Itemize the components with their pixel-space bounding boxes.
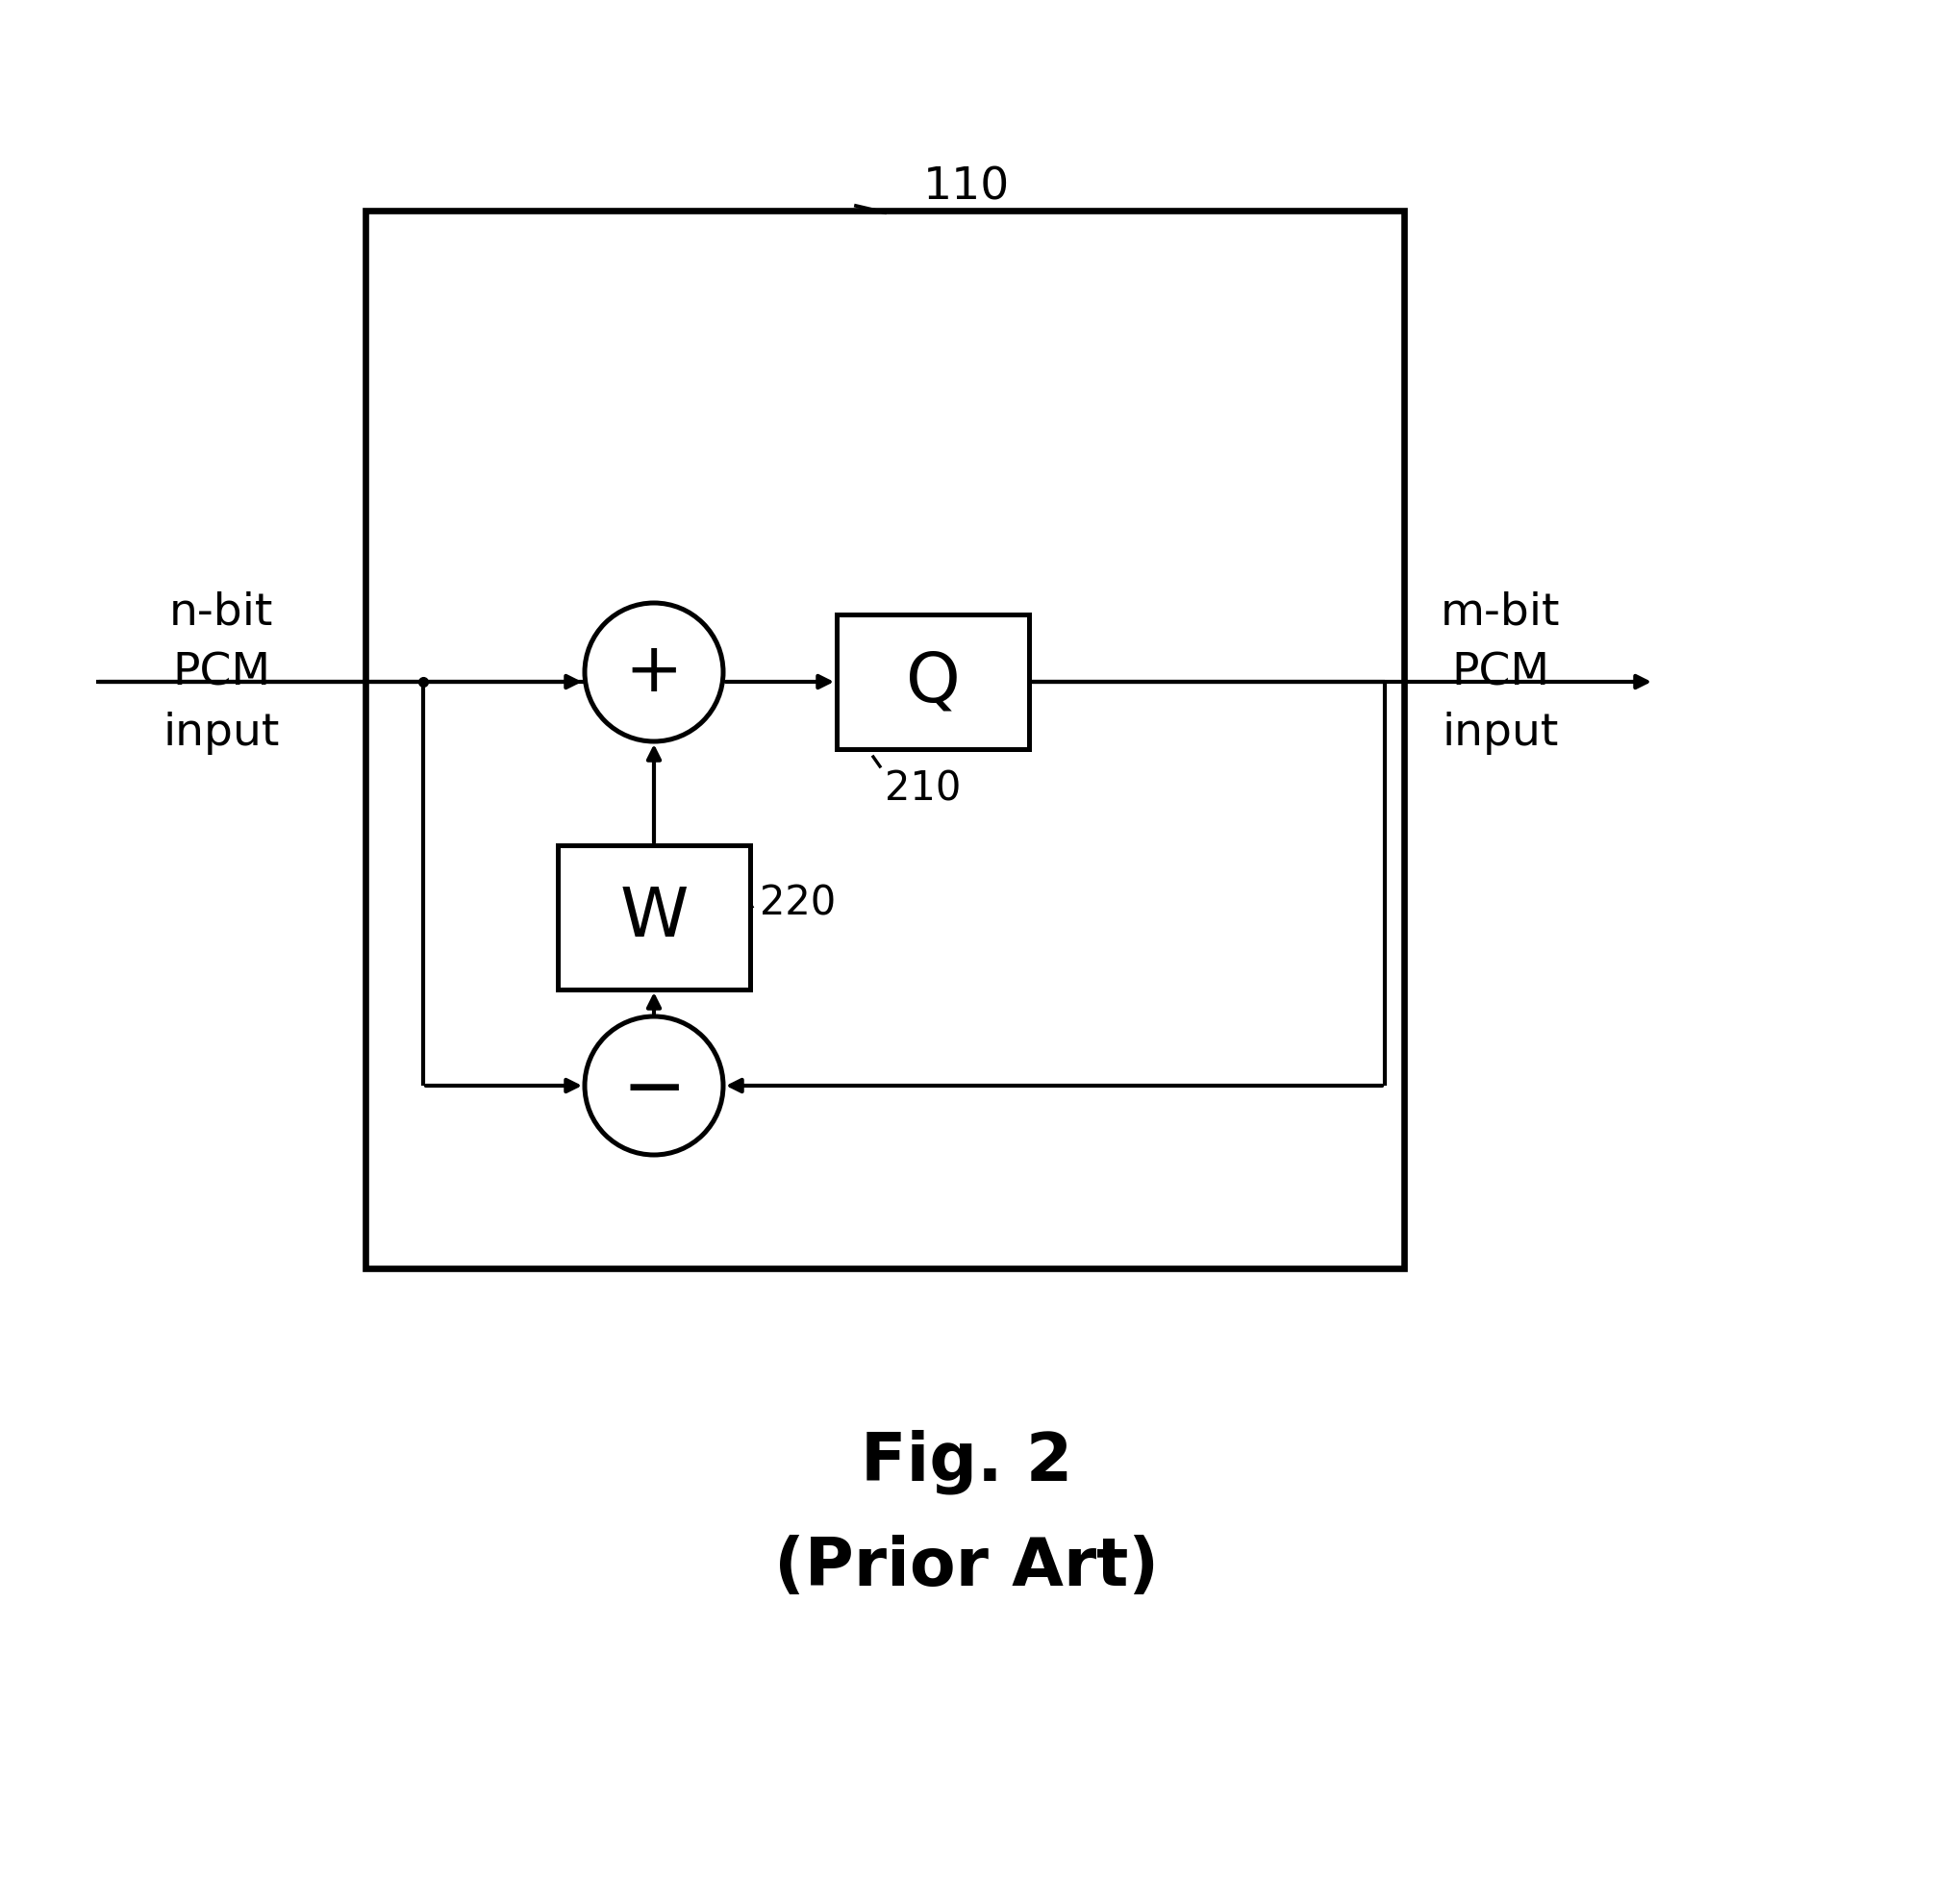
Text: 110: 110 <box>924 166 1011 209</box>
Text: (Prior Art): (Prior Art) <box>773 1535 1160 1599</box>
Text: 210: 210 <box>885 769 961 809</box>
Circle shape <box>584 1017 723 1156</box>
Text: m-bit
PCM
input: m-bit PCM input <box>1440 590 1560 754</box>
Text: W: W <box>620 885 688 950</box>
Bar <box>365 211 1403 1268</box>
Circle shape <box>584 604 723 743</box>
Text: Q: Q <box>905 649 961 716</box>
Text: 220: 220 <box>760 883 835 923</box>
Bar <box>559 845 750 990</box>
Text: −: − <box>622 1053 686 1127</box>
Text: n-bit
PCM
input: n-bit PCM input <box>162 590 280 754</box>
Text: +: + <box>624 640 682 706</box>
Text: Fig. 2: Fig. 2 <box>860 1428 1073 1493</box>
Bar <box>837 615 1028 750</box>
